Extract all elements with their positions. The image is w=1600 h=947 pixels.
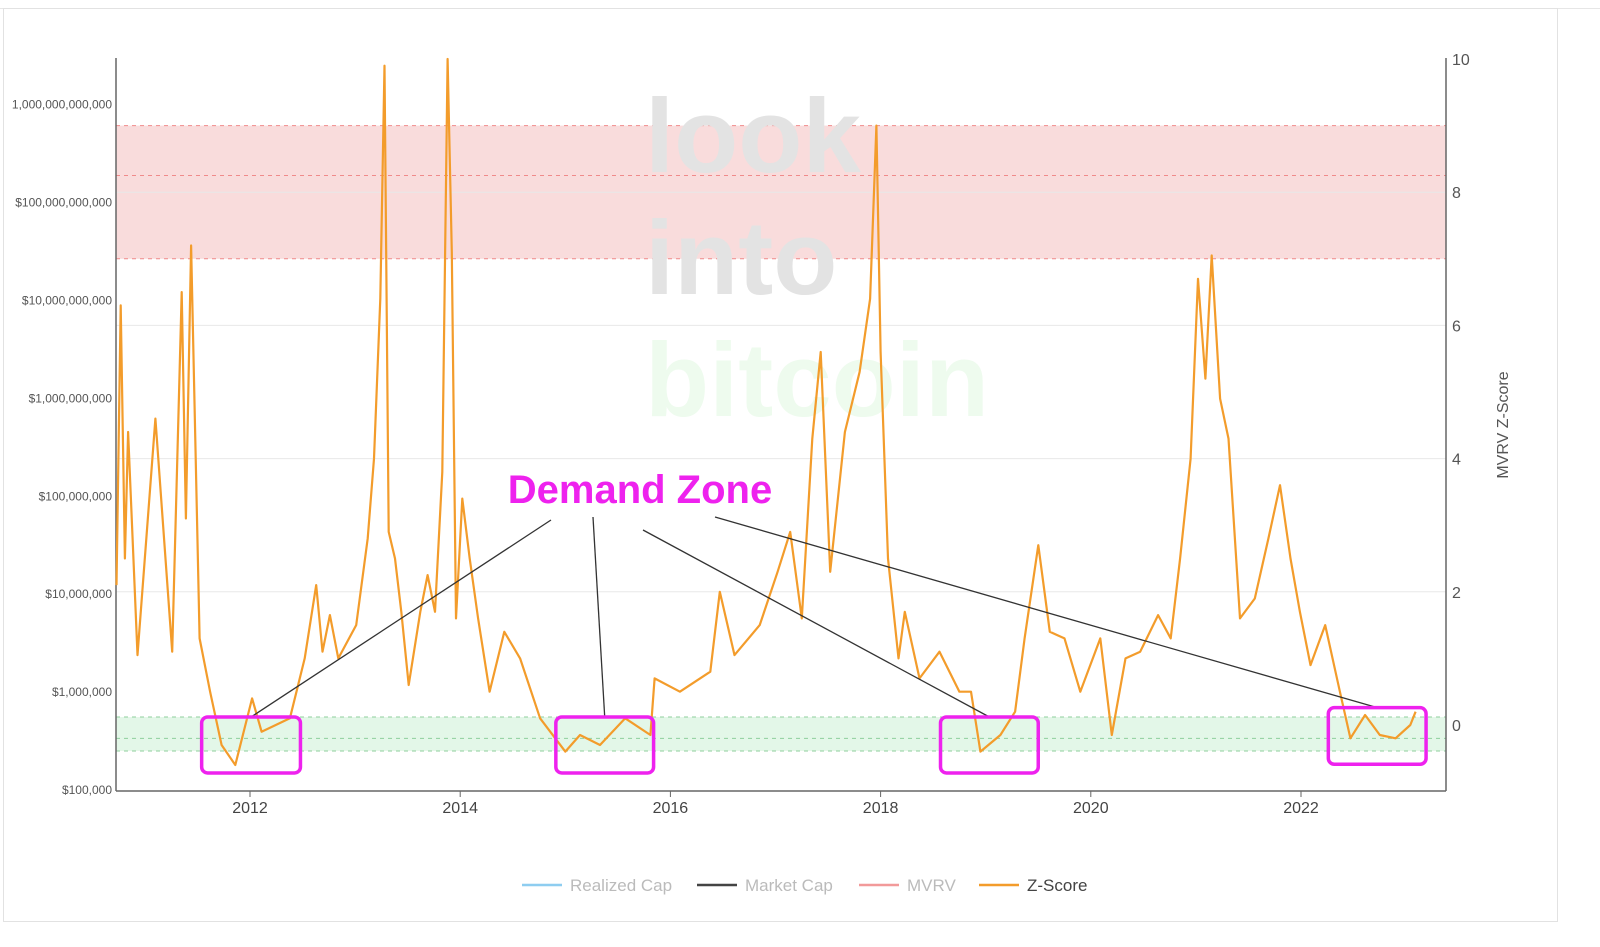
pointer-line [642,529,990,718]
left-tick-label: $10,000,000 [45,587,112,601]
watermark-into: into [645,200,837,317]
right-tick-label: 10 [1452,52,1470,69]
right-axis-title: MVRV Z-Score [1495,371,1512,478]
demand-zone-box [1326,705,1428,767]
left-axis-ticks: $100,000 $1,000,000 $10,000,000 $100,000,00… [12,98,112,797]
pointer-line [592,516,606,718]
left-tick-label: $100,000 [62,783,112,797]
demand-zone-box [554,715,656,775]
right-tick-label: 6 [1452,318,1461,335]
x-tick-label: 2016 [653,800,689,817]
legend-item-mvrv: MVRV [907,876,956,895]
zscore-line [115,57,1417,767]
gridlines [116,191,1446,593]
left-tick-label: $100,000,000 [39,489,113,503]
pointer-line [250,519,552,718]
right-tick-label: 0 [1452,718,1461,735]
left-tick-label: $1,000,000 [52,685,112,699]
legend-item-z-score: Z-Score [1027,876,1087,895]
right-tick-label: 4 [1452,452,1461,469]
pointer-line [714,516,1378,709]
right-axis-ticks: 0 2 4 6 8 10 [1452,52,1470,735]
legend: Realized Cap Market Cap MVRV Z-Score [522,876,1087,895]
demand-zone-box [199,715,303,775]
x-axis-ticks: 2012 2014 2016 2018 2020 2022 [232,791,1319,817]
demand-zone-box [938,715,1041,775]
x-tick-label: 2022 [1283,800,1319,817]
series-layer [115,57,1417,767]
legend-item-market-cap: Market Cap [745,876,833,895]
left-tick-label: $10,000,000,000 [22,294,112,308]
undervalued-band [116,717,1446,751]
x-tick-label: 2020 [1073,800,1109,817]
legend-item-realized-cap: Realized Cap [570,876,672,895]
demand-zone-annotation: Demand Zone [199,468,1428,775]
x-tick-label: 2012 [232,800,268,817]
left-tick-label: $100,000,000,000 [15,196,112,210]
x-tick-label: 2018 [863,800,899,817]
left-tick-label: $1,000,000,000 [29,391,113,405]
x-tick-label: 2014 [442,800,478,817]
right-tick-label: 8 [1452,185,1461,202]
chart-frame [3,8,1558,922]
right-tick-label: 2 [1452,585,1461,602]
left-tick-label: 1,000,000,000,000 [12,98,112,112]
watermark-look: look [645,78,861,195]
demand-zone-label: Demand Zone [508,468,772,512]
